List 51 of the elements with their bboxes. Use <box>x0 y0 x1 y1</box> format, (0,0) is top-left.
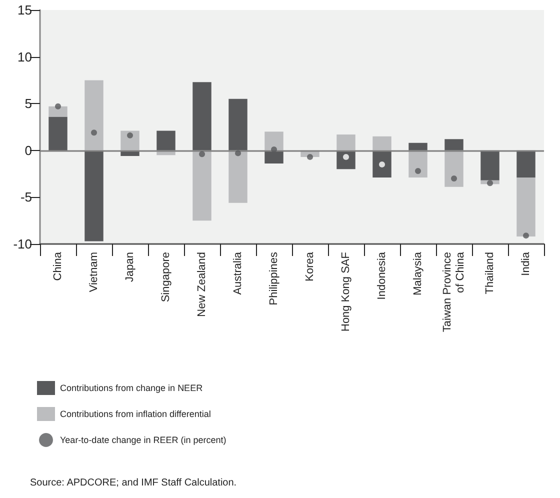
bar <box>516 150 536 178</box>
bar <box>444 139 464 150</box>
source-note: Source: APDCORE; and IMF Staff Calculation. <box>30 478 237 488</box>
bar <box>84 80 104 150</box>
x-tick-label: Taiwan Province of China <box>442 251 466 332</box>
x-tick-label: Malaysia <box>412 251 424 296</box>
point <box>235 150 241 156</box>
bar <box>516 178 536 237</box>
bar <box>228 150 248 203</box>
point <box>487 180 493 186</box>
point <box>127 132 133 138</box>
x-tick-label: India <box>520 251 532 276</box>
point <box>91 130 97 136</box>
point <box>199 151 205 158</box>
point <box>523 232 529 239</box>
point <box>55 103 61 110</box>
bar <box>372 136 392 150</box>
bar <box>48 106 68 117</box>
x-tick-label: Hong Kong SAF <box>340 252 352 332</box>
bar <box>84 150 104 242</box>
y-tick-label: 5 <box>24 96 32 112</box>
x-tick-label: New Zealand <box>196 252 208 317</box>
x-tick-label: Thailand <box>484 252 496 294</box>
point <box>451 175 457 182</box>
bar <box>48 116 68 150</box>
y-tick-label: 0 <box>24 142 32 158</box>
x-tick-label: Singapore <box>160 252 172 302</box>
bar <box>264 132 284 150</box>
x-tick-label: Japan <box>124 252 136 282</box>
bar <box>336 134 356 150</box>
bar <box>444 150 464 187</box>
x-tick-label: China <box>52 251 64 281</box>
point <box>415 168 421 174</box>
legend-label: Contributions from inflation differential <box>60 409 211 419</box>
bar <box>192 150 212 221</box>
point <box>271 146 277 152</box>
legend-label: Year-to-date change in REER (in percent) <box>60 435 226 445</box>
x-tick-label: Indonesia <box>376 251 388 300</box>
y-tick-label: -5 <box>20 190 32 205</box>
y-tick-label: -10 <box>13 236 32 252</box>
point <box>379 161 385 168</box>
x-tick-label: Philippines <box>268 252 280 306</box>
y-tick-label: 15 <box>18 2 32 18</box>
bar <box>120 130 140 150</box>
x-tick-label: Vietnam <box>88 252 100 292</box>
bar <box>156 130 176 150</box>
y-tick-label: 10 <box>18 49 32 64</box>
x-tick-label: Korea <box>304 251 316 282</box>
bar <box>408 142 428 150</box>
legend-label: Contributions from change in NEER <box>60 383 204 393</box>
x-tick-label: Australia <box>232 251 244 295</box>
